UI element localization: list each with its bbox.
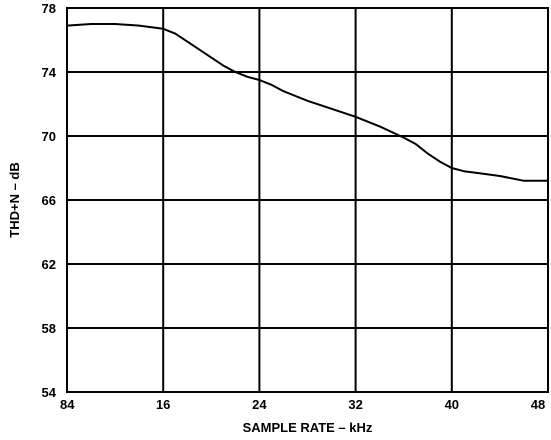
y-tick-label: 74	[42, 65, 57, 80]
thdn-series-line	[66, 23, 548, 182]
x-tick-label: 84	[60, 397, 75, 412]
y-tick-labels: 78 74 70 66 62 58 54	[42, 1, 57, 400]
y-axis-label: THD+N – dB	[7, 162, 22, 237]
x-tick-label: 16	[156, 397, 170, 412]
y-tick-label: 62	[42, 257, 56, 272]
y-tick-label: 54	[42, 385, 57, 400]
grid-lines	[67, 8, 548, 392]
x-tick-labels: 84 16 24 32 40 48	[60, 397, 545, 412]
y-tick-label: 58	[42, 321, 56, 336]
series-group	[66, 23, 548, 182]
x-tick-label: 48	[531, 397, 545, 412]
x-axis-label: SAMPLE RATE – kHz	[243, 420, 373, 435]
y-tick-label: 70	[42, 129, 56, 144]
x-tick-label: 24	[252, 397, 267, 412]
x-tick-label: 32	[348, 397, 362, 412]
y-tick-label: 78	[42, 1, 56, 16]
x-tick-label: 40	[445, 397, 459, 412]
y-tick-label: 66	[42, 193, 56, 208]
plot-frame	[66, 7, 549, 393]
